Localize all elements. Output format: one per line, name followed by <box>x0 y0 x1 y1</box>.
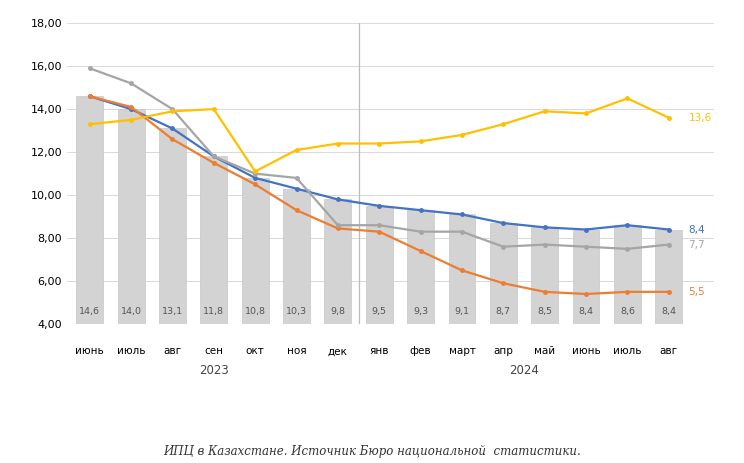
Bar <box>407 210 434 410</box>
Text: 14,0: 14,0 <box>121 307 141 316</box>
Text: 14,6: 14,6 <box>79 307 100 316</box>
Bar <box>283 189 310 410</box>
Text: 8,5: 8,5 <box>537 307 552 316</box>
Text: 8,4: 8,4 <box>579 307 594 316</box>
Bar <box>159 129 186 410</box>
Bar <box>200 156 227 410</box>
Text: 7,7: 7,7 <box>689 239 705 250</box>
Bar <box>366 206 393 410</box>
Bar <box>118 109 144 410</box>
Text: 8,6: 8,6 <box>620 307 635 316</box>
Bar <box>449 214 475 410</box>
Text: 8,7: 8,7 <box>496 307 511 316</box>
Bar <box>614 225 641 410</box>
Text: 9,5: 9,5 <box>372 307 387 316</box>
Text: 9,8: 9,8 <box>330 307 345 316</box>
Text: 11,8: 11,8 <box>203 307 224 316</box>
Text: 2023: 2023 <box>199 364 228 377</box>
Bar <box>324 200 351 410</box>
Bar <box>531 227 558 410</box>
Text: 8,4: 8,4 <box>689 225 705 235</box>
Text: 9,1: 9,1 <box>455 307 469 316</box>
Bar <box>242 178 269 410</box>
Bar <box>490 223 517 410</box>
Text: ИПЦ в Казахстане. Источник Бюро национальной  статистики.: ИПЦ в Казахстане. Источник Бюро национал… <box>163 445 581 458</box>
Text: 13,6: 13,6 <box>689 113 712 123</box>
Text: 8,4: 8,4 <box>661 307 676 316</box>
Text: 10,8: 10,8 <box>245 307 266 316</box>
Bar <box>573 230 600 410</box>
Bar <box>655 230 682 410</box>
Text: 5,5: 5,5 <box>689 287 705 297</box>
Text: 10,3: 10,3 <box>286 307 307 316</box>
Bar <box>77 96 103 410</box>
Text: 13,1: 13,1 <box>162 307 183 316</box>
Text: 2024: 2024 <box>509 364 539 377</box>
Text: 9,3: 9,3 <box>413 307 428 316</box>
